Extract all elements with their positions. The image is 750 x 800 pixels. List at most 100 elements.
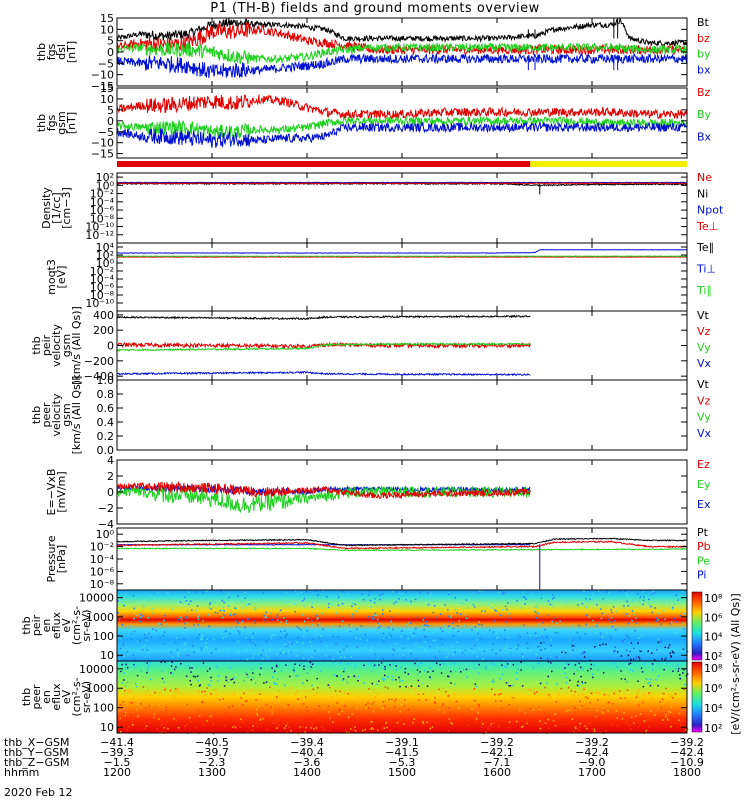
spectrogram-pixel	[306, 704, 308, 706]
spectrogram-pixel	[170, 651, 173, 654]
spectrogram-pixel	[403, 723, 405, 725]
spectrogram-pixel	[570, 709, 572, 712]
spectrogram-pixel	[382, 701, 385, 703]
spectrogram-pixel	[364, 633, 366, 636]
spectrogram-pixel	[325, 654, 327, 657]
spectrogram-pixel	[519, 709, 521, 711]
spectrogram-pixel	[317, 594, 319, 596]
spectrogram-pixel	[285, 652, 287, 655]
spectrogram-pixel	[560, 723, 563, 725]
xaxis-value: −39.1	[385, 736, 419, 749]
spectrogram-pixel	[378, 623, 380, 625]
spectrogram-pixel	[506, 663, 509, 665]
spectrogram-pixel	[409, 631, 411, 634]
spectrogram-pixel	[672, 651, 675, 654]
spectrogram-pixel	[265, 651, 267, 653]
spectrogram-pixel	[478, 621, 481, 623]
xaxis-row-label: thb_Z−GSM	[4, 756, 70, 769]
spectrogram-pixel	[162, 658, 165, 661]
spectrogram-pixel	[371, 682, 374, 685]
spectrogram-pixel	[445, 648, 447, 651]
colorbar-tick-label: 10⁸	[704, 592, 723, 605]
spectrogram-pixel	[585, 598, 587, 600]
spectrogram-pixel	[334, 596, 336, 599]
colorbar-strip	[691, 661, 703, 733]
spectrogram-pixel	[206, 720, 208, 722]
spectrogram-pixel	[175, 637, 178, 639]
spectrogram-pixel	[278, 690, 281, 692]
spectrogram-pixel	[251, 729, 254, 732]
spectrogram-pixel	[118, 725, 120, 727]
spectrogram-pixel	[574, 664, 577, 666]
xaxis-value: 1300	[198, 766, 226, 779]
spectrogram-pixel	[535, 637, 538, 639]
spectrogram-pixel	[140, 616, 142, 618]
spectrogram-pixel	[581, 681, 583, 683]
spectrogram-pixel	[328, 705, 330, 707]
spectrogram-pixel	[647, 623, 649, 625]
spectrogram-pixel	[555, 656, 558, 659]
spectrogram-pixel	[437, 709, 440, 711]
spectrogram-pixel	[639, 599, 641, 602]
spectrogram-pixel	[202, 619, 204, 622]
spectrogram-pixel	[524, 687, 527, 690]
spectrogram-pixel	[625, 613, 628, 615]
spectrogram-pixel	[504, 647, 506, 650]
ytick-label: 10⁻¹⁰	[85, 221, 114, 234]
spectrogram-pixel	[682, 648, 685, 650]
spectrogram-pixel	[299, 725, 301, 728]
spectrogram-pixel	[296, 626, 298, 628]
spectrogram-pixel	[589, 701, 591, 704]
spectrogram-pixel	[199, 684, 201, 686]
spectrogram-pixel	[533, 690, 535, 693]
spectrogram-pixel	[305, 690, 308, 693]
spectrogram-pixel	[344, 625, 346, 627]
spectrogram-pixel	[508, 721, 511, 723]
spectrogram-pixel	[519, 625, 521, 627]
spectrogram-pixel	[154, 691, 156, 694]
ylabel-line: thb	[35, 114, 48, 132]
spectrogram-pixel	[602, 672, 605, 674]
spectrogram-pixel	[306, 590, 308, 593]
spectrogram-pixel	[574, 707, 576, 709]
spectrogram-pixel	[374, 653, 377, 656]
spectrogram-pixel	[521, 685, 524, 687]
xaxis-row-label: thb_X−GSM	[4, 736, 70, 749]
spectrogram-pixel	[444, 604, 446, 606]
spectrogram-pixel	[126, 650, 129, 653]
spectrogram-pixel	[670, 655, 672, 657]
ytick-label: 0	[107, 115, 114, 128]
spectrogram-pixel	[237, 630, 240, 632]
spectrogram-pixel	[633, 647, 635, 650]
spectrogram-pixel	[225, 711, 228, 714]
spectrogram-pixel	[417, 665, 420, 667]
spectrogram-pixel	[118, 714, 120, 717]
spectrogram-pixel	[450, 614, 452, 617]
spectrogram-pixel	[358, 627, 361, 630]
spectrogram-pixel	[196, 605, 199, 607]
spectrogram-pixel	[414, 598, 417, 601]
spectrogram-pixel	[229, 667, 231, 669]
spectrogram-pixel	[316, 590, 318, 592]
spectrogram-pixel	[506, 651, 508, 654]
spectrogram-pixel	[376, 729, 379, 732]
spectrogram-pixel	[180, 662, 182, 665]
spectrogram-pixel	[152, 703, 154, 705]
spectrogram-pixel	[175, 690, 178, 693]
spectrogram-pixel	[283, 630, 286, 632]
spectrogram-pixel	[651, 663, 654, 665]
legend-Pt: Pt	[697, 526, 709, 539]
spectrogram-pixel	[231, 678, 234, 680]
spectrogram-pixel	[252, 632, 254, 635]
legend-Pe: Pe	[697, 554, 710, 567]
xaxis-value: −41.5	[385, 746, 419, 759]
legend-bx: bx	[697, 63, 711, 76]
spectrogram-pixel	[146, 662, 148, 664]
spectrogram-pixel	[274, 683, 276, 685]
ytick-label: −4	[98, 518, 114, 531]
spectrogram-pixel	[668, 644, 671, 646]
legend-Pb: Pb	[697, 540, 711, 553]
spectrogram-pixel	[453, 662, 455, 665]
spectrogram-pixel	[667, 710, 670, 713]
spectrogram-pixel	[672, 670, 674, 673]
